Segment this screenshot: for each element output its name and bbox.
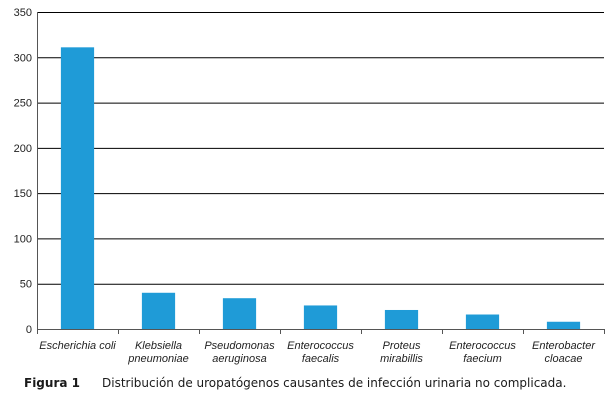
bar <box>60 47 95 330</box>
category-label: Pseudomonas aeruginosa <box>204 340 275 365</box>
y-tick-label-350: 350 <box>14 7 32 19</box>
bar <box>303 305 338 329</box>
category-label: Enterococcus faecalis <box>287 340 354 365</box>
y-tick-label-300: 300 <box>14 52 32 64</box>
gridlines <box>37 12 604 285</box>
y-tick-label-200: 200 <box>14 143 32 155</box>
category-label: Proteus mirabillis <box>380 340 423 365</box>
y-tick-label-150: 150 <box>14 188 32 200</box>
figure-number: Figura 1 <box>24 376 80 390</box>
bar-chart: 0 50 100 150 200 250 300 350 Escherichia coli Kl… <box>14 7 605 365</box>
bar <box>384 309 419 329</box>
figure-caption-text: Distribución de uropatógenos causantes d… <box>102 376 567 390</box>
category-label: Klebsiella pneumoniae <box>127 340 189 365</box>
y-tick-label-100: 100 <box>14 233 32 245</box>
bar <box>465 314 500 329</box>
y-tick-label-0: 0 <box>26 324 32 336</box>
category-label: Enterobacter cloacae <box>532 340 596 365</box>
figure-caption: Figura 1 Distribución de uropatógenos cau… <box>24 376 608 390</box>
bar <box>222 298 257 329</box>
category-labels: Escherichia coli Klebsiella pneumoniae Pseu… <box>39 340 596 365</box>
category-label: Enterococcus faecium <box>449 340 516 365</box>
y-tick-label-50: 50 <box>20 279 32 291</box>
y-tick-labels: 0 50 100 150 200 250 300 350 <box>14 7 32 336</box>
bar <box>141 292 176 329</box>
bars <box>60 47 581 330</box>
axes <box>37 12 605 334</box>
category-label: Escherichia coli <box>39 340 116 352</box>
y-tick-label-250: 250 <box>14 98 32 110</box>
bar <box>546 321 581 329</box>
